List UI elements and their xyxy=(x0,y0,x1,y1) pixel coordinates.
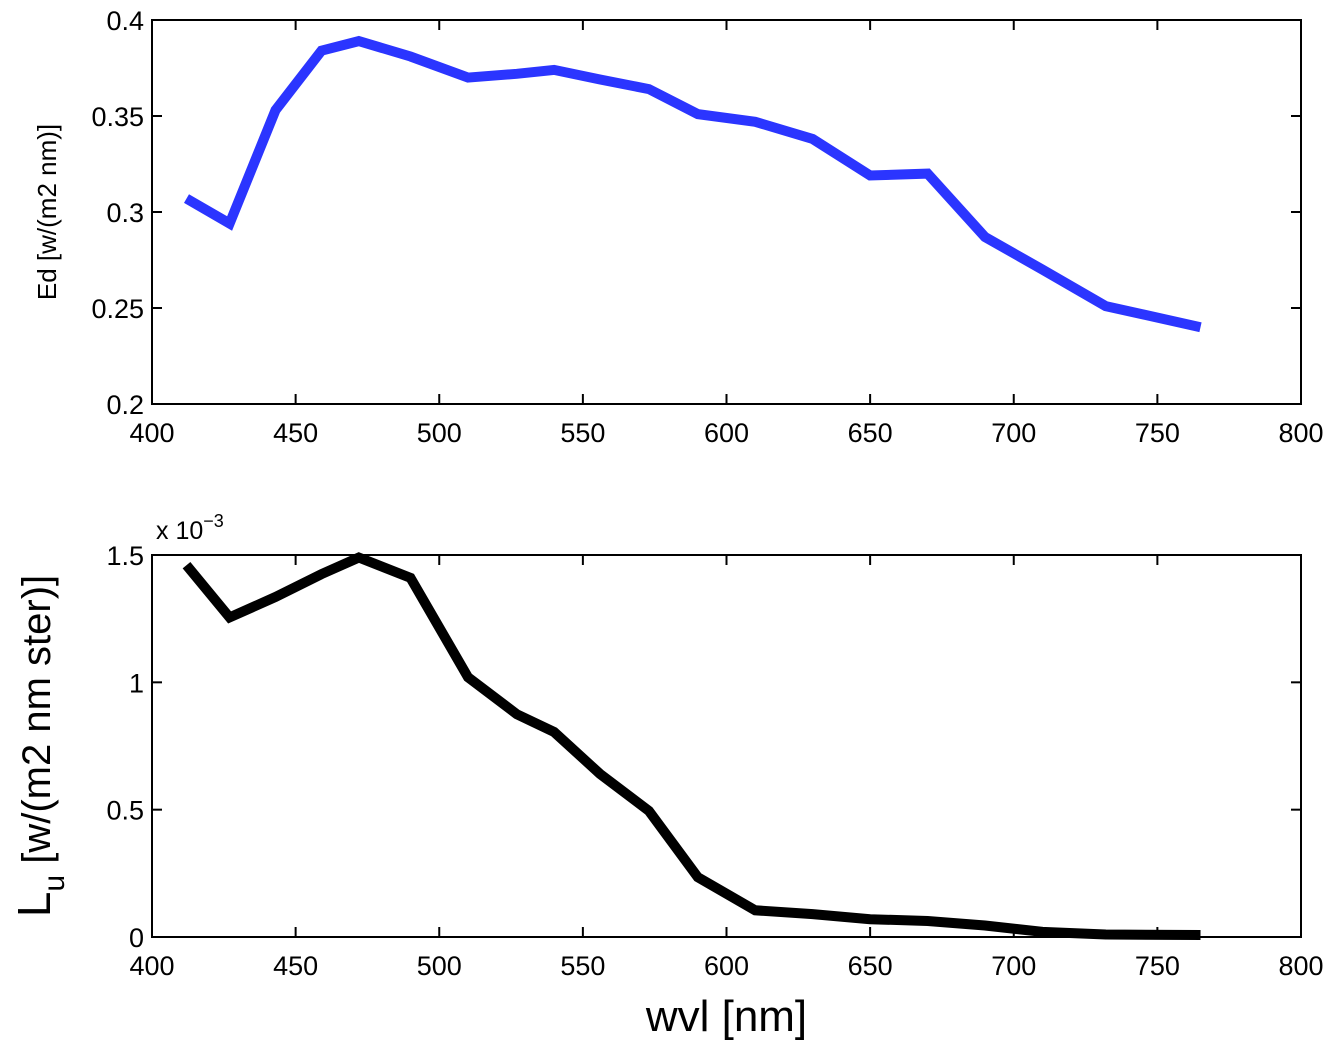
y-tick-label: 0.25 xyxy=(91,294,144,324)
y-axis-label-main: L xyxy=(8,892,60,918)
x-tick-label: 400 xyxy=(129,951,174,981)
top-chart-panel: 400 450 500 550 600 650 700 750 800 0.2 0.25 0.3 0.3… xyxy=(32,6,1324,448)
x-tick-label: 550 xyxy=(560,418,605,448)
plot-area xyxy=(151,19,1302,405)
exponent-label: x 10−3 xyxy=(156,511,224,545)
series-line xyxy=(183,35,1202,333)
y-tick-label: 0.5 xyxy=(106,796,144,826)
y-tick-label: 1.5 xyxy=(106,541,144,571)
x-tick-label: 500 xyxy=(417,951,462,981)
x-tick-label: 750 xyxy=(1135,951,1180,981)
x-tick-label: 750 xyxy=(1135,418,1180,448)
x-axis-label: wvl [nm] xyxy=(645,992,807,1041)
x-tick-label: 650 xyxy=(848,951,893,981)
x-tick-label: 550 xyxy=(560,951,605,981)
x-tick-label: 400 xyxy=(129,418,174,448)
x-tick-label: 700 xyxy=(991,951,1036,981)
y-tick-label: 1 xyxy=(129,668,144,698)
y-axis-label-rest: [w/(m2 nm ster)] xyxy=(15,575,59,875)
x-tick-label: 800 xyxy=(1278,418,1323,448)
y-axis-label: Lu [w/(m2 nm ster)] xyxy=(8,575,71,917)
y-tick-label: 0.4 xyxy=(106,6,144,36)
y-axis-label: Ed [w/(m2 nm)] xyxy=(32,124,62,300)
series-line xyxy=(182,552,1201,940)
x-tick-label: 500 xyxy=(417,418,462,448)
y-tick-label: 0.2 xyxy=(106,390,144,420)
x-tick-label: 650 xyxy=(848,418,893,448)
bottom-chart-panel: 400 450 500 550 600 650 700 750 800 0 0.5 1 1.5 Lu [w… xyxy=(8,511,1324,1041)
x-tick-label: 700 xyxy=(991,418,1036,448)
y-tick-label: 0 xyxy=(129,923,144,953)
x-tick-label: 450 xyxy=(273,951,318,981)
x-tick-label: 800 xyxy=(1278,951,1323,981)
plot-area xyxy=(151,554,1302,938)
y-axis-label-subscript: u xyxy=(38,875,71,892)
x-tick-label: 600 xyxy=(704,951,749,981)
x-tick-label: 600 xyxy=(704,418,749,448)
y-tick-label: 0.3 xyxy=(106,198,144,228)
y-tick-label: 0.35 xyxy=(91,102,144,132)
x-tick-label: 450 xyxy=(273,418,318,448)
